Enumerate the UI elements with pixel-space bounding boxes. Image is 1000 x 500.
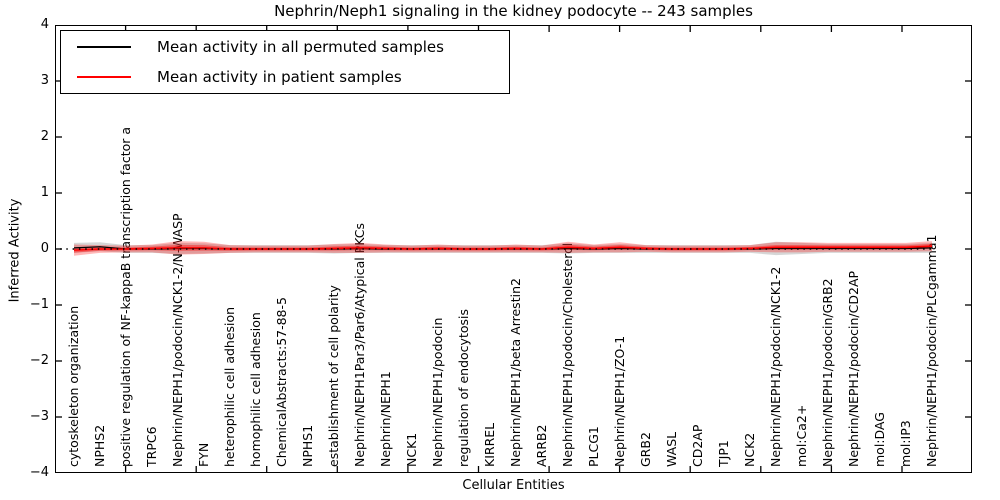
plot-area <box>55 25 972 473</box>
legend-label: Mean activity in patient samples <box>157 68 402 86</box>
y-tick-label: −1 <box>29 297 49 312</box>
legend-line-sample-red <box>77 76 131 78</box>
patient-mean-line <box>73 245 933 251</box>
y-tick-label: 3 <box>40 73 49 88</box>
y-tick-label: −3 <box>29 409 49 424</box>
legend-line-sample-black <box>77 46 131 48</box>
y-tick-label: 1 <box>40 185 49 200</box>
y-tick-label: 4 <box>40 17 49 32</box>
chart-title: Nephrin/Neph1 signaling in the kidney po… <box>274 2 753 20</box>
y-tick-label: 0 <box>40 241 49 256</box>
legend-entry-patient: Mean activity in patient samples <box>61 64 509 90</box>
y-tick-label: −4 <box>29 465 49 480</box>
legend: Mean activity in all permuted samples Me… <box>60 30 510 94</box>
y-tick-label: 2 <box>40 129 49 144</box>
x-axis-label: Cellular Entities <box>462 478 565 493</box>
y-tick-label: −2 <box>29 353 49 368</box>
legend-entry-permuted: Mean activity in all permuted samples <box>61 34 509 60</box>
legend-label: Mean activity in all permuted samples <box>157 38 444 56</box>
